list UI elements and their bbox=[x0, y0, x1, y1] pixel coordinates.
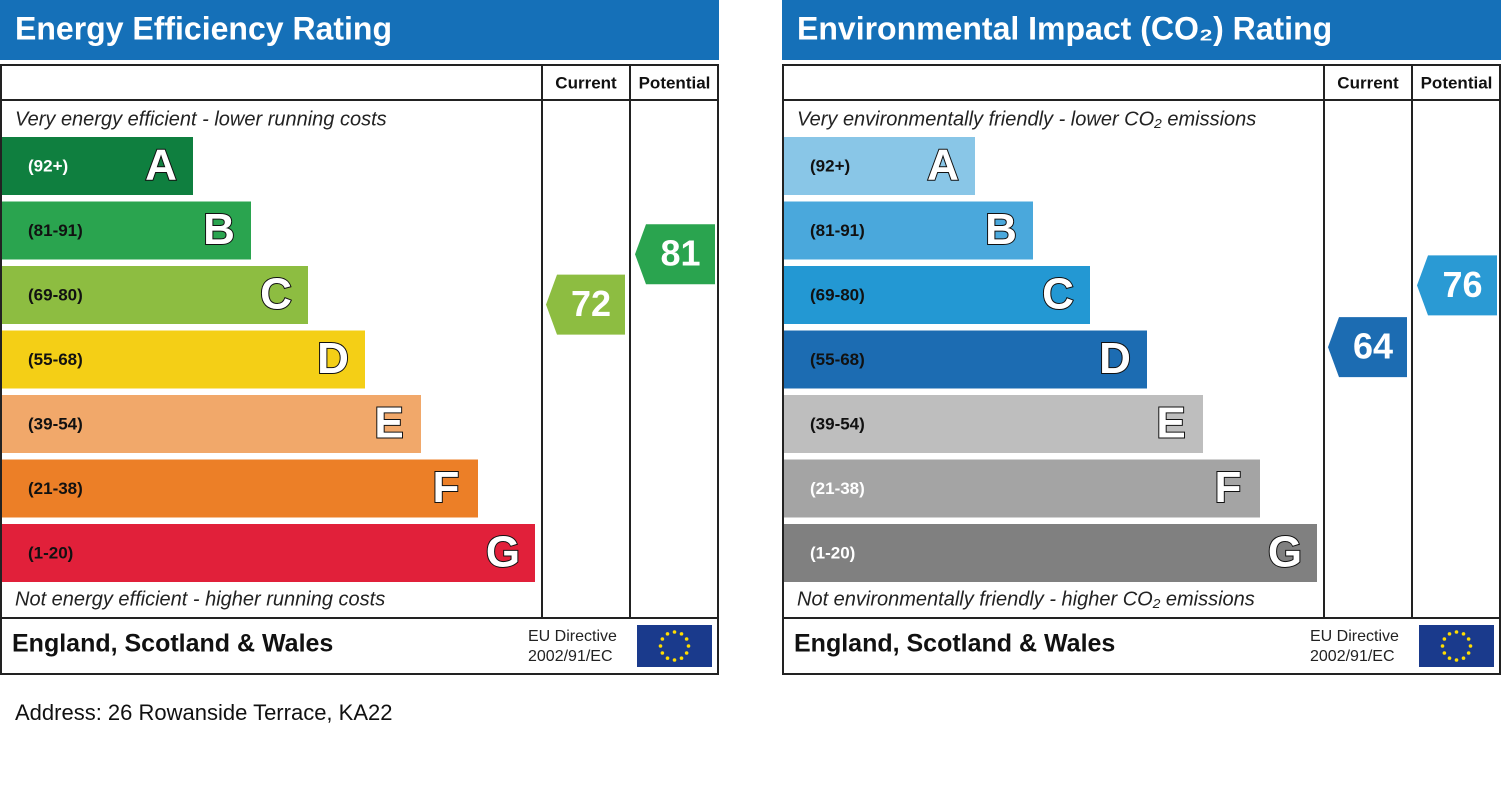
potential-arrow bbox=[1417, 255, 1497, 316]
current-arrow bbox=[1328, 317, 1407, 378]
band bbox=[2, 395, 421, 453]
band-range: (92+) bbox=[810, 156, 850, 175]
eu-star bbox=[1442, 651, 1447, 655]
eu-star bbox=[1461, 632, 1466, 636]
band-letter: A bbox=[927, 141, 959, 190]
eu-star bbox=[1466, 637, 1471, 641]
eu-star bbox=[1466, 651, 1471, 655]
bottom-text: Not environmentally friendly - higher CO… bbox=[797, 588, 1255, 610]
band-range: (81-91) bbox=[810, 221, 865, 240]
eu-star bbox=[672, 630, 677, 634]
eu-star bbox=[1440, 644, 1445, 648]
eu-star bbox=[1454, 630, 1459, 634]
band-range: (1-20) bbox=[28, 543, 73, 562]
band bbox=[2, 201, 251, 260]
band bbox=[784, 395, 1203, 453]
eu-star bbox=[684, 637, 689, 641]
address: Address: 26 Rowanside Terrace, KA22 bbox=[15, 700, 392, 725]
band bbox=[2, 524, 535, 582]
energy-panel: Energy Efficiency Rating Current Potential… bbox=[0, 0, 719, 675]
footer-region: England, Scotland & Wales bbox=[794, 630, 1115, 658]
frame bbox=[782, 64, 1501, 675]
eu-star bbox=[1447, 632, 1452, 636]
header-potential: Potential bbox=[1421, 73, 1493, 92]
band-range: (81-91) bbox=[28, 221, 83, 240]
band-range: (55-68) bbox=[810, 350, 865, 369]
band-letter: F bbox=[1215, 463, 1242, 512]
band bbox=[784, 137, 975, 195]
eu-star bbox=[684, 651, 689, 655]
current-arrow bbox=[546, 274, 625, 335]
band bbox=[784, 266, 1090, 324]
band-range: (92+) bbox=[28, 156, 68, 175]
eu-star bbox=[1454, 658, 1459, 662]
band bbox=[2, 330, 365, 389]
band-range: (39-54) bbox=[810, 414, 865, 433]
band-letter: G bbox=[486, 528, 520, 577]
band-letter: F bbox=[433, 463, 460, 512]
band-letter: D bbox=[1099, 334, 1131, 383]
eu-star bbox=[672, 658, 677, 662]
band-range: (21-38) bbox=[28, 479, 83, 498]
directive-line2: 2002/91/EC bbox=[528, 648, 613, 665]
current-value: 64 bbox=[1353, 326, 1393, 367]
top-text: Very energy efficient - lower running co… bbox=[15, 108, 387, 130]
band-letter: E bbox=[1156, 399, 1185, 448]
band-range: (21-38) bbox=[810, 479, 865, 498]
band bbox=[2, 459, 478, 518]
band bbox=[784, 524, 1317, 582]
eu-star bbox=[665, 656, 670, 660]
eu-star bbox=[1461, 656, 1466, 660]
title-bar bbox=[782, 0, 1501, 60]
band-letter: C bbox=[260, 270, 292, 319]
band-letter: E bbox=[374, 399, 403, 448]
eu-star bbox=[679, 656, 684, 660]
band-letter: A bbox=[145, 141, 177, 190]
band-range: (1-20) bbox=[810, 543, 855, 562]
eu-star bbox=[658, 644, 663, 648]
title: Energy Efficiency Rating bbox=[15, 10, 392, 46]
top-text: Very environmentally friendly - lower CO… bbox=[797, 108, 1256, 130]
band bbox=[784, 459, 1260, 518]
eu-star bbox=[665, 632, 670, 636]
band-range: (39-54) bbox=[28, 414, 83, 433]
directive-line1: EU Directive bbox=[528, 628, 617, 645]
band-letter: B bbox=[203, 205, 235, 254]
directive-line1: EU Directive bbox=[1310, 628, 1399, 645]
band-range: (69-80) bbox=[28, 285, 83, 304]
potential-value: 81 bbox=[660, 233, 700, 274]
eu-star bbox=[1468, 644, 1473, 648]
bottom-text: Not energy efficient - higher running co… bbox=[15, 588, 385, 610]
frame bbox=[0, 64, 719, 675]
band bbox=[784, 201, 1033, 260]
eu-star bbox=[679, 632, 684, 636]
title-bar bbox=[0, 0, 719, 60]
eu-star bbox=[1442, 637, 1447, 641]
band bbox=[2, 137, 193, 195]
eu-star bbox=[660, 651, 665, 655]
directive-line2: 2002/91/EC bbox=[1310, 648, 1395, 665]
header-potential: Potential bbox=[639, 73, 711, 92]
footer-region: England, Scotland & Wales bbox=[12, 630, 333, 658]
header-current: Current bbox=[555, 73, 617, 92]
eu-star bbox=[660, 637, 665, 641]
potential-value: 76 bbox=[1442, 264, 1482, 305]
potential-arrow bbox=[635, 224, 715, 285]
band bbox=[2, 266, 308, 324]
header-current: Current bbox=[1337, 73, 1399, 92]
band-letter: C bbox=[1042, 270, 1074, 319]
band bbox=[784, 330, 1147, 389]
environment-panel: Environmental Impact (CO₂) Rating Current… bbox=[782, 0, 1501, 675]
band-letter: D bbox=[317, 334, 349, 383]
current-value: 72 bbox=[571, 283, 611, 324]
eu-star bbox=[686, 644, 691, 648]
band-range: (69-80) bbox=[810, 285, 865, 304]
band-letter: B bbox=[985, 205, 1017, 254]
band-range: (55-68) bbox=[28, 350, 83, 369]
eu-star bbox=[1447, 656, 1452, 660]
band-letter: G bbox=[1268, 528, 1302, 577]
title: Environmental Impact (CO₂) Rating bbox=[797, 10, 1332, 46]
